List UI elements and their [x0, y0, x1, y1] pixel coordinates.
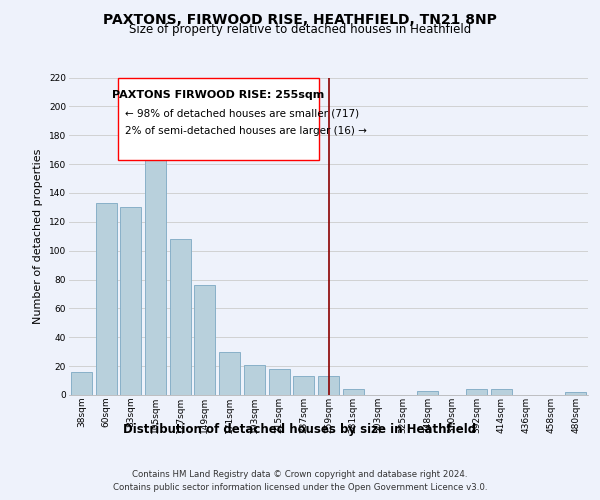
Text: ← 98% of detached houses are smaller (717): ← 98% of detached houses are smaller (71…: [125, 108, 359, 118]
Bar: [565, 392, 586, 395]
Text: Contains public sector information licensed under the Open Government Licence v3: Contains public sector information licen…: [113, 482, 487, 492]
Bar: [343, 389, 364, 395]
Bar: [466, 389, 487, 395]
Bar: [120, 208, 141, 395]
FancyBboxPatch shape: [118, 78, 319, 160]
Bar: [71, 372, 92, 395]
Bar: [244, 364, 265, 395]
Bar: [491, 389, 512, 395]
Text: Distribution of detached houses by size in Heathfield: Distribution of detached houses by size …: [124, 422, 476, 436]
Bar: [145, 131, 166, 395]
Bar: [417, 390, 438, 395]
Text: 2% of semi-detached houses are larger (16) →: 2% of semi-detached houses are larger (1…: [125, 126, 367, 136]
Y-axis label: Number of detached properties: Number of detached properties: [34, 148, 43, 324]
Bar: [293, 376, 314, 395]
Bar: [194, 286, 215, 395]
Bar: [95, 203, 116, 395]
Text: Size of property relative to detached houses in Heathfield: Size of property relative to detached ho…: [129, 24, 471, 36]
Text: PAXTONS, FIRWOOD RISE, HEATHFIELD, TN21 8NP: PAXTONS, FIRWOOD RISE, HEATHFIELD, TN21 …: [103, 12, 497, 26]
Bar: [219, 352, 240, 395]
Text: PAXTONS FIRWOOD RISE: 255sqm: PAXTONS FIRWOOD RISE: 255sqm: [112, 90, 325, 100]
Text: Contains HM Land Registry data © Crown copyright and database right 2024.: Contains HM Land Registry data © Crown c…: [132, 470, 468, 479]
Bar: [269, 369, 290, 395]
Bar: [170, 239, 191, 395]
Bar: [318, 376, 339, 395]
